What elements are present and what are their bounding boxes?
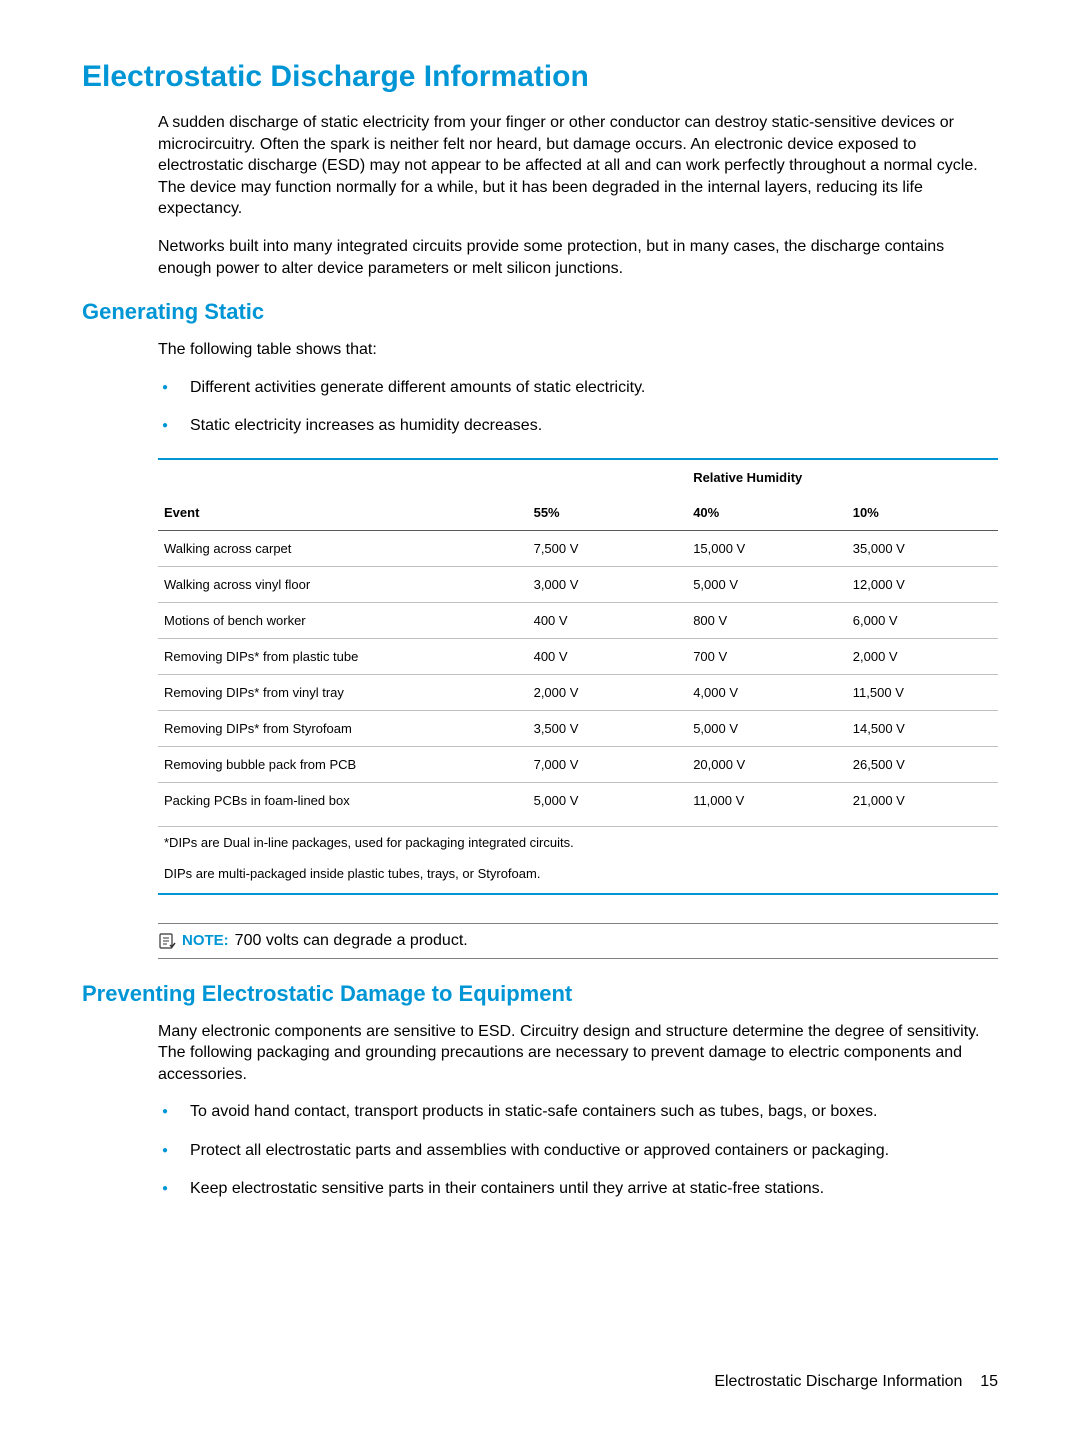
table-cell: Walking across vinyl floor <box>158 566 528 602</box>
table-cell: 3,500 V <box>528 710 688 746</box>
table-cell: Motions of bench worker <box>158 602 528 638</box>
table-cell: Removing DIPs* from Styrofoam <box>158 710 528 746</box>
list-item: Static electricity increases as humidity… <box>158 415 998 437</box>
table-cell: 4,000 V <box>687 674 847 710</box>
list-item: To avoid hand contact, transport product… <box>158 1101 998 1123</box>
page-title: Electrostatic Discharge Information <box>82 60 998 94</box>
table-cell: 2,000 V <box>847 638 998 674</box>
static-table: Relative Humidity Event 55% 40% 10% Walk… <box>158 458 998 818</box>
table-cell: 15,000 V <box>687 530 847 566</box>
table-cell: 5,000 V <box>687 566 847 602</box>
note-label: NOTE: <box>182 932 229 949</box>
table-cell: 400 V <box>528 638 688 674</box>
table-cell: 7,000 V <box>528 746 688 782</box>
table-cell: 21,000 V <box>847 782 998 818</box>
table-cell: 12,000 V <box>847 566 998 602</box>
preventing-intro: Many electronic components are sensitive… <box>158 1021 998 1086</box>
table-footnote-1: *DIPs are Dual in-line packages, used fo… <box>158 826 998 858</box>
note-box: NOTE: 700 volts can degrade a product. <box>158 923 998 959</box>
footer-section: Electrostatic Discharge Information <box>714 1373 962 1390</box>
table-cell: 7,500 V <box>528 530 688 566</box>
note-icon <box>158 932 176 950</box>
table-intro: The following table shows that: <box>158 339 998 361</box>
table-cell: 20,000 V <box>687 746 847 782</box>
table-cell: 5,000 V <box>528 782 688 818</box>
section-preventing-damage: Preventing Electrostatic Damage to Equip… <box>82 981 998 1007</box>
generating-bullets: Different activities generate different … <box>158 377 998 438</box>
table-cell: Removing DIPs* from vinyl tray <box>158 674 528 710</box>
table-cell: 35,000 V <box>847 530 998 566</box>
col-event: Event <box>158 495 528 531</box>
table-cell: Removing DIPs* from plastic tube <box>158 638 528 674</box>
note-text: 700 volts can degrade a product. <box>235 932 468 950</box>
list-item: Keep electrostatic sensitive parts in th… <box>158 1178 998 1200</box>
table-cell: Walking across carpet <box>158 530 528 566</box>
col-10: 10% <box>847 495 998 531</box>
table-cell: Removing bubble pack from PCB <box>158 746 528 782</box>
table-cell: 2,000 V <box>528 674 688 710</box>
preventing-bullets: To avoid hand contact, transport product… <box>158 1101 998 1200</box>
table-cell: 700 V <box>687 638 847 674</box>
col-40: 40% <box>687 495 847 531</box>
table-cell: 6,000 V <box>847 602 998 638</box>
table-cell: 26,500 V <box>847 746 998 782</box>
table-cell: 11,000 V <box>687 782 847 818</box>
intro-paragraph-1: A sudden discharge of static electricity… <box>158 112 998 220</box>
col-55: 55% <box>528 495 688 531</box>
section-generating-static: Generating Static <box>82 299 998 325</box>
table-footnote-2: DIPs are multi-packaged inside plastic t… <box>158 858 998 895</box>
table-header-relative-humidity: Relative Humidity <box>687 459 847 495</box>
list-item: Protect all electrostatic parts and asse… <box>158 1140 998 1162</box>
table-cell: Packing PCBs in foam-lined box <box>158 782 528 818</box>
intro-paragraph-2: Networks built into many integrated circ… <box>158 236 998 279</box>
table-cell: 11,500 V <box>847 674 998 710</box>
page-footer: Electrostatic Discharge Information 15 <box>714 1373 998 1391</box>
list-item: Different activities generate different … <box>158 377 998 399</box>
footer-page-number: 15 <box>980 1373 998 1390</box>
table-cell: 800 V <box>687 602 847 638</box>
table-cell: 5,000 V <box>687 710 847 746</box>
table-cell: 3,000 V <box>528 566 688 602</box>
table-cell: 14,500 V <box>847 710 998 746</box>
table-cell: 400 V <box>528 602 688 638</box>
